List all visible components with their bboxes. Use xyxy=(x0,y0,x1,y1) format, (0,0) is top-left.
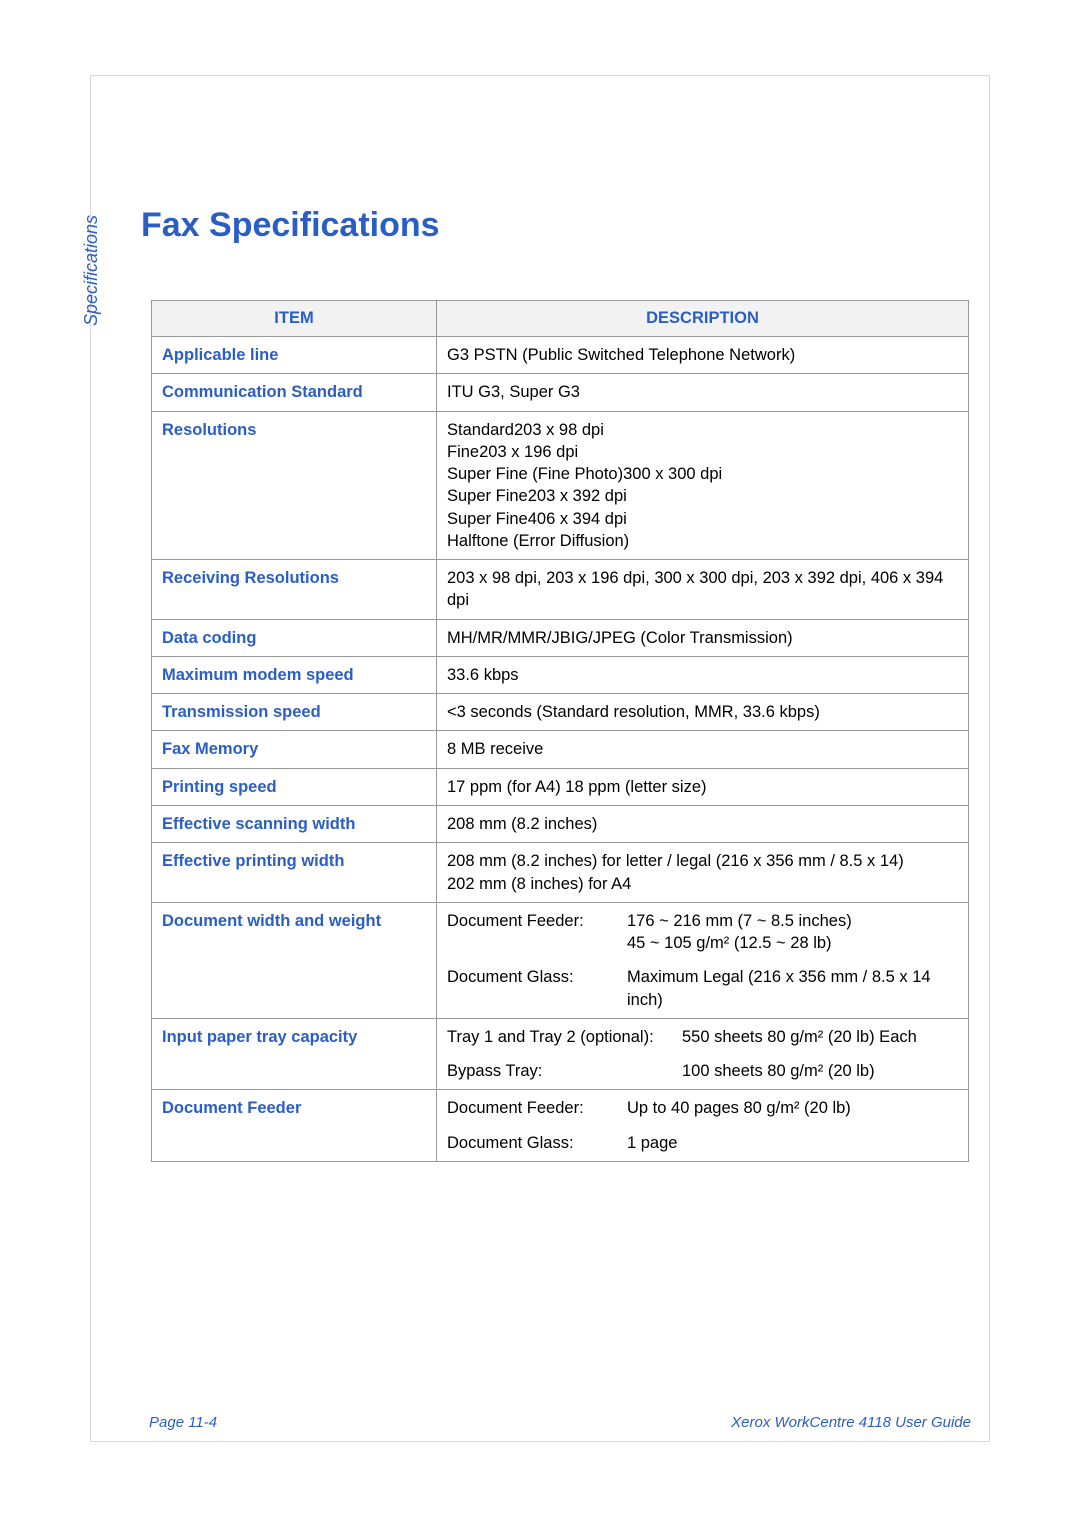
table-row: Transmission speed<3 seconds (Standard r… xyxy=(152,694,969,731)
desc-cell: <3 seconds (Standard resolution, MMR, 33… xyxy=(437,694,969,731)
table-row: Effective printing width208 mm (8.2 inch… xyxy=(152,843,969,903)
table-row: Printing speed17 ppm (for A4) 18 ppm (le… xyxy=(152,768,969,805)
table-row: ResolutionsStandard203 x 98 dpiFine203 x… xyxy=(152,411,969,560)
sub-row: Document Feeder:Up to 40 pages 80 g/m² (… xyxy=(447,1097,958,1119)
footer-page: Page 11-4 xyxy=(149,1414,217,1431)
table-header-row: ITEM DESCRIPTION xyxy=(152,301,969,337)
table-row: Input paper tray capacity Tray 1 and Tray… xyxy=(152,1018,969,1090)
desc-cell: ITU G3, Super G3 xyxy=(437,374,969,411)
table-row: Document width and weightDocument Feeder… xyxy=(152,902,969,1018)
item-cell: Maximum modem speed xyxy=(152,656,437,693)
desc-cell: 33.6 kbps xyxy=(437,656,969,693)
desc-cell: Standard203 x 98 dpiFine203 x 196 dpiSup… xyxy=(437,411,969,560)
desc-cell: Document Feeder:Up to 40 pages 80 g/m² (… xyxy=(437,1090,969,1162)
col-desc: DESCRIPTION xyxy=(437,301,969,337)
desc-cell: G3 PSTN (Public Switched Telephone Netwo… xyxy=(437,337,969,374)
sub-value: 176 ~ 216 mm (7 ~ 8.5 inches)45 ~ 105 g/… xyxy=(627,910,958,955)
item-cell: Communication Standard xyxy=(152,374,437,411)
item-cell: Effective scanning width xyxy=(152,805,437,842)
sub-value: Up to 40 pages 80 g/m² (20 lb) xyxy=(627,1097,958,1119)
item-cell: Transmission speed xyxy=(152,694,437,731)
item-cell: Applicable line xyxy=(152,337,437,374)
spec-table: ITEM DESCRIPTION Applicable lineG3 PSTN … xyxy=(151,300,969,1162)
sub-value: Maximum Legal (216 x 356 mm / 8.5 x 14 i… xyxy=(627,966,958,1011)
item-cell: Resolutions xyxy=(152,411,437,560)
spacer xyxy=(447,1120,958,1132)
page-title: Fax Specifications xyxy=(141,206,989,245)
item-cell: Data coding xyxy=(152,619,437,656)
desc-cell: Tray 1 and Tray 2 (optional):550 sheets … xyxy=(437,1018,969,1090)
sub-label: Document Glass: xyxy=(447,966,627,1011)
table-row: Document Feeder Document Feeder:Up to 40 … xyxy=(152,1090,969,1162)
sub-row: Document Glass:Maximum Legal (216 x 356 … xyxy=(447,966,958,1011)
item-cell: Effective printing width xyxy=(152,843,437,903)
desc-cell: 8 MB receive xyxy=(437,731,969,768)
table-row: Maximum modem speed33.6 kbps xyxy=(152,656,969,693)
item-cell: Printing speed xyxy=(152,768,437,805)
desc-cell: 203 x 98 dpi, 203 x 196 dpi, 300 x 300 d… xyxy=(437,560,969,620)
spacer xyxy=(447,954,958,966)
sub-label: Bypass Tray: xyxy=(447,1060,682,1082)
sub-label: Document Glass: xyxy=(447,1132,627,1154)
table-row: Applicable lineG3 PSTN (Public Switched … xyxy=(152,337,969,374)
sub-value: 550 sheets 80 g/m² (20 lb) Each xyxy=(682,1026,958,1048)
sub-label: Document Feeder: xyxy=(447,1097,627,1119)
footer-guide: Xerox WorkCentre 4118 User Guide xyxy=(731,1414,971,1431)
spec-table-wrap: ITEM DESCRIPTION Applicable lineG3 PSTN … xyxy=(151,300,969,1162)
desc-cell: Document Feeder:176 ~ 216 mm (7 ~ 8.5 in… xyxy=(437,902,969,1018)
table-row: Data codingMH/MR/MMR/JBIG/JPEG (Color Tr… xyxy=(152,619,969,656)
spacer xyxy=(447,1048,958,1060)
table-row: Communication StandardITU G3, Super G3 xyxy=(152,374,969,411)
item-cell: Receiving Resolutions xyxy=(152,560,437,620)
sub-row: Bypass Tray:100 sheets 80 g/m² (20 lb) xyxy=(447,1060,958,1082)
table-row: Fax Memory8 MB receive xyxy=(152,731,969,768)
item-cell: Fax Memory xyxy=(152,731,437,768)
col-item: ITEM xyxy=(152,301,437,337)
desc-cell: 208 mm (8.2 inches) xyxy=(437,805,969,842)
desc-cell: 17 ppm (for A4) 18 ppm (letter size) xyxy=(437,768,969,805)
sub-row: Document Glass:1 page xyxy=(447,1132,958,1154)
sub-value: 1 page xyxy=(627,1132,958,1154)
side-label: Specifications xyxy=(81,215,102,326)
sub-value: 100 sheets 80 g/m² (20 lb) xyxy=(682,1060,958,1082)
sub-label: Tray 1 and Tray 2 (optional): xyxy=(447,1026,682,1048)
sub-label: Document Feeder: xyxy=(447,910,627,955)
desc-cell: MH/MR/MMR/JBIG/JPEG (Color Transmission) xyxy=(437,619,969,656)
footer: Page 11-4 Xerox WorkCentre 4118 User Gui… xyxy=(91,1414,989,1431)
desc-cell: 208 mm (8.2 inches) for letter / legal (… xyxy=(437,843,969,903)
sub-row: Document Feeder:176 ~ 216 mm (7 ~ 8.5 in… xyxy=(447,910,958,955)
item-cell: Document width and weight xyxy=(152,902,437,1018)
sub-row: Tray 1 and Tray 2 (optional):550 sheets … xyxy=(447,1026,958,1048)
item-cell: Document Feeder xyxy=(152,1090,437,1162)
item-cell: Input paper tray capacity xyxy=(152,1018,437,1090)
table-row: Effective scanning width208 mm (8.2 inch… xyxy=(152,805,969,842)
table-row: Receiving Resolutions203 x 98 dpi, 203 x… xyxy=(152,560,969,620)
page-frame: Specifications Fax Specifications ITEM D… xyxy=(90,75,990,1442)
